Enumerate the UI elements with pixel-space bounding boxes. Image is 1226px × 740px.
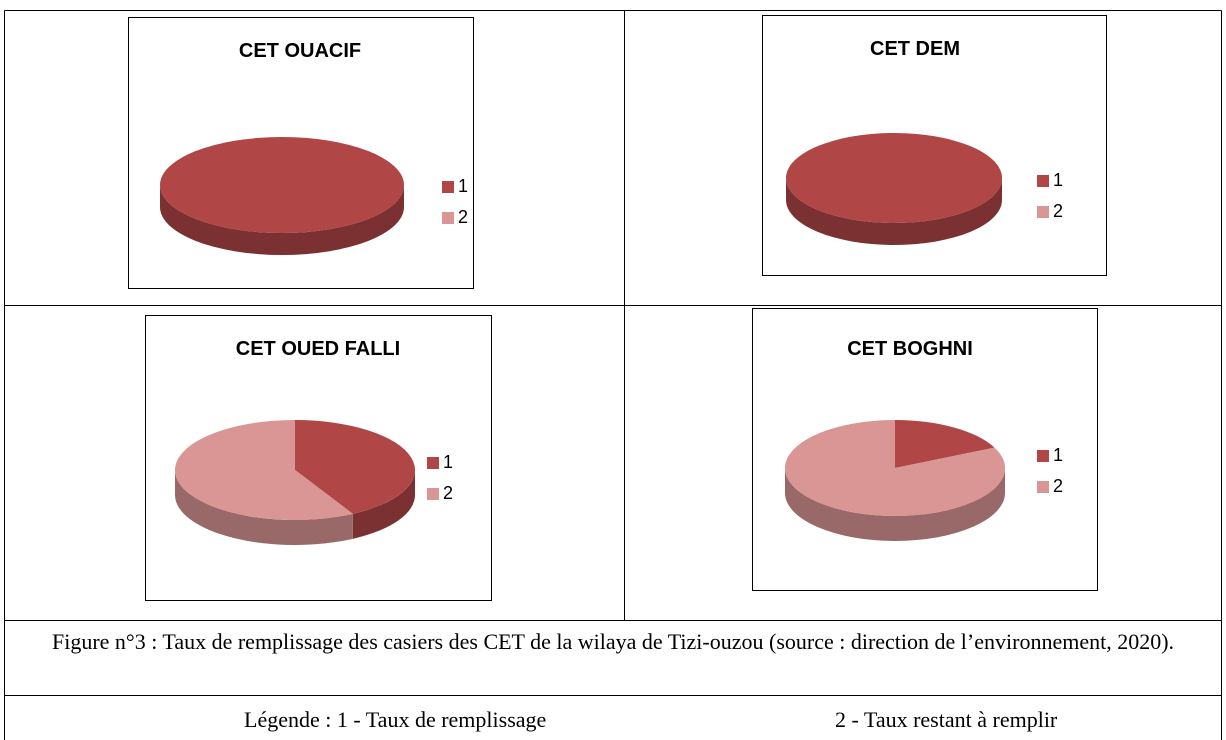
legend-label: 1 (458, 176, 468, 196)
chart-title: CET OUED FALLI (236, 338, 400, 360)
legend-swatch (427, 457, 439, 469)
legend-label: 2 (458, 207, 468, 227)
pie-slice (295, 420, 416, 514)
pie-slice (785, 420, 1006, 516)
legend-right: 2 - Taux restant à remplir (835, 707, 1058, 732)
legend-label: 2 (443, 483, 453, 503)
chart-title: CET BOGHNI (847, 338, 973, 360)
pie-side (785, 468, 1005, 541)
pie-side (786, 178, 1002, 245)
pie-slice (895, 420, 995, 468)
pie-slice (175, 420, 353, 520)
figure-caption: Figure n°3 : Taux de remplissage des cas… (51, 629, 1175, 654)
legend-swatch (1037, 450, 1049, 462)
pie-side (352, 470, 415, 539)
chart-title: CET DEM (870, 38, 960, 60)
pie-side (160, 185, 404, 255)
legend-left: Légende : 1 - Taux de remplissage (244, 707, 547, 732)
table-borders (4, 10, 1222, 740)
legend-swatch (1037, 481, 1049, 493)
pie-slice (786, 133, 1002, 223)
legend-label: 1 (1053, 170, 1063, 190)
pie-slice (160, 137, 404, 233)
legend-swatch (442, 212, 454, 224)
pie-side (175, 470, 353, 545)
legend-label: 2 (1053, 476, 1063, 496)
legend-swatch (427, 488, 439, 500)
legend-swatch (442, 181, 454, 193)
legend-label: 2 (1053, 201, 1063, 221)
legend-swatch (1037, 175, 1049, 187)
legend-label: 1 (1053, 445, 1063, 465)
chart-title: CET OUACIF (239, 40, 361, 62)
legend-swatch (1037, 206, 1049, 218)
legend-label: 1 (443, 452, 453, 472)
